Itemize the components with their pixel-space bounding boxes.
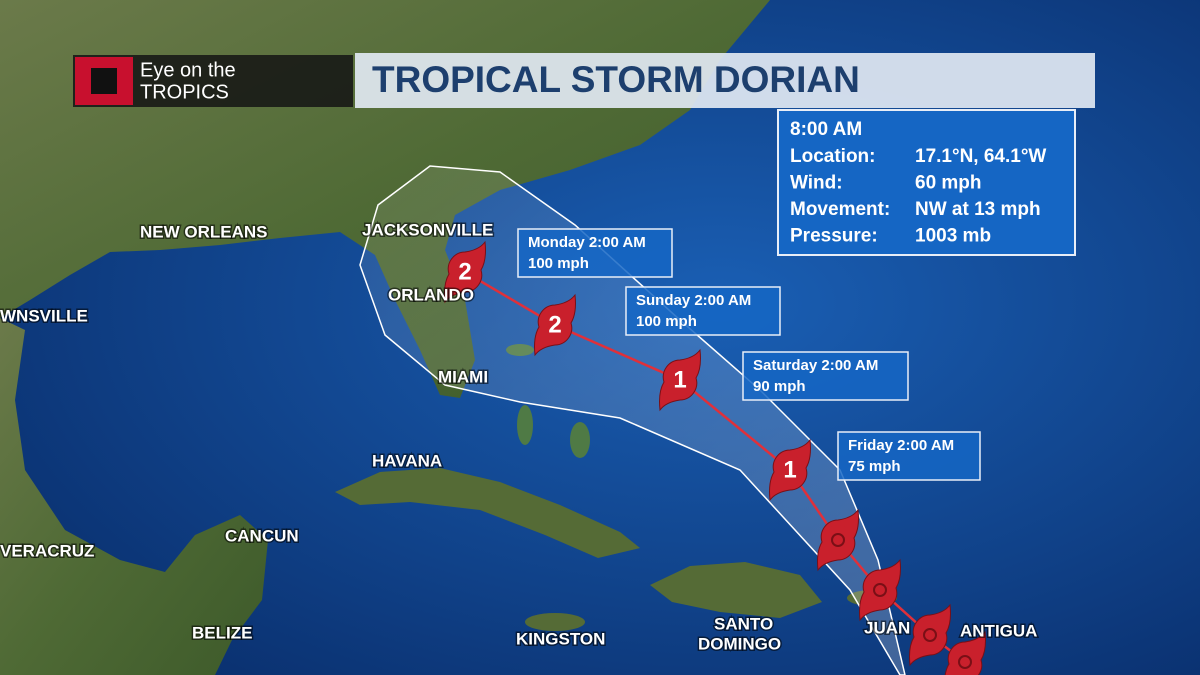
info-label: Wind:	[790, 173, 843, 194]
storm-eye	[823, 525, 853, 555]
forecast-cone	[359, 165, 906, 675]
title: TROPICAL STORM DORIAN	[372, 59, 860, 100]
storm-marker	[859, 558, 901, 622]
brand-logo-inner	[91, 68, 117, 94]
forecast-time: Saturday 2:00 AM	[753, 357, 878, 374]
city-label: ANTIGUA	[960, 621, 1037, 640]
land-bahamas	[570, 422, 590, 458]
storm-marker: 1	[769, 438, 811, 502]
info-value: 17.1°N, 64.1°W	[915, 146, 1046, 167]
info-label: Pressure:	[790, 226, 878, 247]
city-label: KINGSTON	[516, 629, 605, 648]
info-value: 1003 mb	[915, 226, 991, 247]
storm-eye	[775, 455, 805, 485]
storm-category: 2	[458, 258, 471, 285]
storm-eye	[950, 647, 980, 675]
city-label: MIAMI	[438, 367, 488, 386]
storm-marker	[817, 508, 859, 572]
forecast-wind: 90 mph	[753, 378, 806, 395]
storm-center	[958, 655, 972, 669]
city-label: JACKSONVILLE	[362, 220, 493, 239]
city-label: SANTO	[714, 614, 773, 633]
land-bahamas	[517, 405, 533, 445]
storm-eye	[865, 575, 895, 605]
storm-category: 1	[673, 366, 686, 393]
forecast-box	[742, 351, 909, 401]
info-box	[777, 109, 1076, 256]
land-mexico	[0, 318, 268, 675]
storm-center	[923, 628, 937, 642]
city-label: VERACRUZ	[0, 541, 94, 560]
forecast-box	[625, 286, 781, 336]
forecast-time: Friday 2:00 AM	[848, 437, 954, 454]
city-label: NEW ORLEANS	[140, 222, 268, 241]
city-label: ORLANDO	[388, 285, 474, 304]
forecast-wind: 75 mph	[848, 458, 901, 475]
city-label: DOMINGO	[698, 634, 781, 653]
city-label: WNSVILLE	[0, 306, 88, 325]
city-label: CANCUN	[225, 526, 299, 545]
storm-eye	[665, 365, 695, 395]
storm-category: 1	[783, 456, 796, 483]
brand-line2: TROPICS	[140, 81, 229, 103]
forecast-time: Monday 2:00 AM	[528, 234, 646, 251]
forecast-wind: 100 mph	[636, 313, 697, 330]
storm-marker: 1	[659, 348, 701, 412]
info-label: Movement:	[790, 199, 890, 220]
storm-eye	[450, 257, 480, 287]
storm-marker	[944, 630, 986, 675]
storm-marker: 2	[534, 293, 576, 357]
land-hispaniola	[650, 562, 822, 618]
storm-category: 2	[548, 311, 561, 338]
forecast-box	[517, 228, 673, 278]
info-value: 60 mph	[915, 173, 982, 194]
land-cuba	[335, 468, 640, 558]
storm-marker: 2	[444, 240, 486, 304]
city-label: JUAN	[864, 618, 910, 637]
forecast-box	[837, 431, 981, 481]
info-value: NW at 13 mph	[915, 199, 1041, 220]
city-label: BELIZE	[192, 623, 252, 642]
land-jamaica	[525, 613, 585, 631]
forecast-time: Sunday 2:00 AM	[636, 292, 751, 309]
storm-center	[831, 533, 845, 547]
info-time: 8:00 AM	[790, 119, 862, 140]
city-label: HAVANA	[372, 451, 442, 470]
track: 2 2 1 1	[444, 240, 986, 675]
storm-center	[873, 583, 887, 597]
brand-line1: Eye on the	[140, 59, 236, 81]
forecast-wind: 100 mph	[528, 255, 589, 272]
storm-eye	[540, 310, 570, 340]
labels: Location: 17.1°N, 64.1°W Wind: 60 mph Moveme…	[0, 146, 1046, 655]
info-label: Location:	[790, 146, 876, 167]
title-bar	[355, 53, 1095, 108]
storm-eye	[915, 620, 945, 650]
storm-marker	[909, 603, 951, 667]
